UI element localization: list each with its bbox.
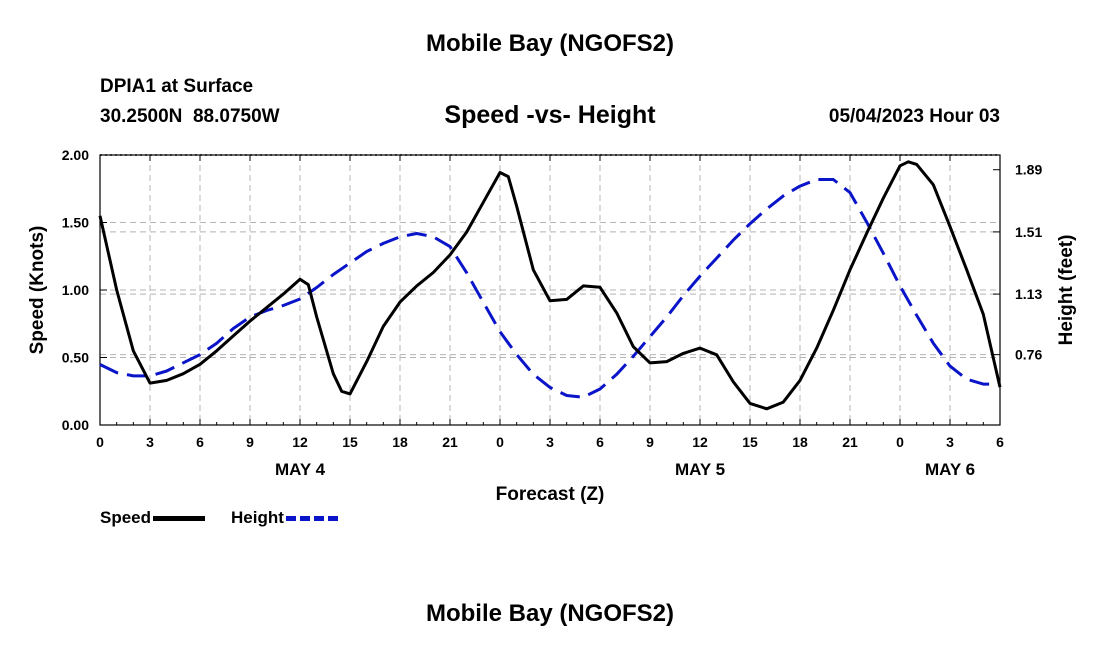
x-tick-label: 21 xyxy=(442,434,458,450)
x-tick-label: 18 xyxy=(392,434,408,450)
axes: 0 3 6 9 12 15 18 21 0 3 6 9 12 15 18 21 0 3 6 0.00 0.50 1.00 1… xyxy=(62,147,1043,479)
legend-speed: Speed xyxy=(100,508,206,528)
x-tick-label: 0 xyxy=(896,434,904,450)
y2-tick-label: 1.13 xyxy=(1015,286,1042,302)
coordinates-label: 30.2500N 88.0750W xyxy=(100,106,280,127)
chart-subtitle: Speed -vs- Height xyxy=(444,101,656,129)
station-label: DPIA1 at Surface xyxy=(100,76,254,97)
legend-height-swatch xyxy=(285,515,338,521)
day-label: MAY 5 xyxy=(675,460,725,479)
x-tick-label: 3 xyxy=(546,434,554,450)
y-tick-label: 1.50 xyxy=(62,215,89,231)
timestamp-label: 05/04/2023 Hour 03 xyxy=(828,106,1000,127)
series-height-line xyxy=(99,178,1000,399)
x-tick-label: 9 xyxy=(646,434,654,450)
x-tick-label: 9 xyxy=(246,434,254,450)
x-tick-label: 15 xyxy=(742,434,758,450)
x-tick-label: 0 xyxy=(496,434,504,450)
x-tick-label: 6 xyxy=(196,434,204,450)
y-tick-label: 1.00 xyxy=(62,282,89,298)
x-axis-label: Forecast (Z) xyxy=(496,484,605,505)
grid xyxy=(100,154,1000,425)
legend-height: Height xyxy=(231,508,338,528)
main-title: Mobile Bay (NGOFS2) xyxy=(425,30,675,57)
x-tick-label: 12 xyxy=(292,434,308,450)
x-tick-label: 6 xyxy=(596,434,604,450)
y-axis-label: Speed (Knots) xyxy=(27,226,48,355)
day-label: MAY 6 xyxy=(925,460,975,479)
legend-speed-label: Speed xyxy=(100,508,152,527)
x-tick-label: 12 xyxy=(692,434,708,450)
x-tick-label: 21 xyxy=(842,434,858,450)
y2-tick-label: 0.76 xyxy=(1015,347,1042,363)
series-speed-line xyxy=(98,160,1002,411)
y2-tick-label: 1.89 xyxy=(1015,162,1042,178)
legend-height-label: Height xyxy=(231,508,284,527)
y-tick-label: 2.00 xyxy=(62,147,89,163)
x-tick-label: 6 xyxy=(996,434,1004,450)
series xyxy=(98,160,1002,411)
y2-axis-label: Height (feet) xyxy=(1056,235,1077,346)
y-tick-label: 0.00 xyxy=(62,417,89,433)
x-tick-label: 3 xyxy=(146,434,154,450)
day-label: MAY 4 xyxy=(275,460,326,479)
x-tick-label: 15 xyxy=(342,434,358,450)
footer-title: Mobile Bay (NGOFS2) xyxy=(425,600,675,627)
y-tick-label: 0.50 xyxy=(62,350,89,366)
x-tick-label: 0 xyxy=(96,434,104,450)
x-tick-label: 18 xyxy=(792,434,808,450)
y2-tick-label: 1.51 xyxy=(1015,224,1042,240)
legend-speed-swatch xyxy=(153,515,206,521)
x-tick-label: 3 xyxy=(946,434,954,450)
